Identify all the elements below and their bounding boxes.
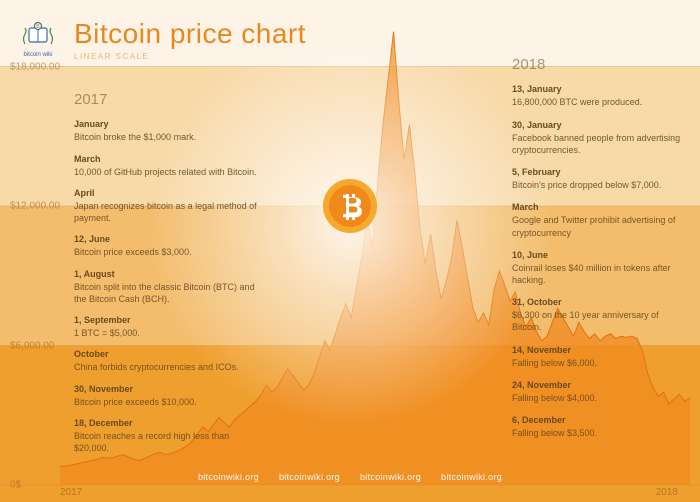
event-text: China forbids cryptocurrencies and ICOs. bbox=[74, 361, 264, 373]
event-text: Bitcoin reaches a record high less than … bbox=[74, 430, 264, 454]
timeline-event: April Japan recognizes bitcoin as a lega… bbox=[74, 187, 264, 224]
event-text: Coinrail loses $40 million in tokens aft… bbox=[512, 262, 682, 286]
event-text: Bitcoin price exceeds $10,000. bbox=[74, 396, 264, 408]
event-text: 16,800,000 BTC were produced. bbox=[512, 96, 682, 108]
timeline-event: 10, June Coinrail loses $40 million in t… bbox=[512, 249, 682, 286]
timeline-event: 24, November Falling below $4,000. bbox=[512, 379, 682, 404]
event-text: 1 BTC = $5,000. bbox=[74, 327, 264, 339]
event-date: 14, November bbox=[512, 344, 682, 356]
footer-link[interactable]: bitcoinwiki.org bbox=[360, 472, 421, 482]
event-date: April bbox=[74, 187, 264, 199]
footer-link[interactable]: bitcoinwiki.org bbox=[198, 472, 259, 482]
event-text: 10,000 of GitHub projects related with B… bbox=[74, 166, 264, 178]
x-axis-labels: 2017 2018 bbox=[0, 487, 700, 498]
event-date: 5, February bbox=[512, 166, 682, 178]
xlabel-end: 2018 bbox=[656, 487, 678, 498]
event-date: March bbox=[512, 201, 682, 213]
logo-caption: bitcoin wiki bbox=[18, 52, 58, 58]
timeline-event: March Google and Twitter prohibit advert… bbox=[512, 201, 682, 238]
year-heading: 2018 bbox=[512, 55, 682, 75]
event-date: 10, June bbox=[512, 249, 682, 261]
event-date: 30, January bbox=[512, 119, 682, 131]
timeline-2017: 2017 January Bitcoin broke the $1,000 ma… bbox=[74, 90, 264, 463]
event-date: January bbox=[74, 118, 264, 130]
event-date: March bbox=[74, 153, 264, 165]
bitcoin-icon bbox=[322, 178, 378, 234]
event-text: Falling below $4,000. bbox=[512, 392, 682, 404]
event-date: 1, September bbox=[74, 314, 264, 326]
event-date: 12, June bbox=[74, 233, 264, 245]
footer-links: bitcoinwiki.org bitcoinwiki.org bitcoinwik… bbox=[0, 472, 700, 482]
timeline-2018: 2018 13, January 16,800,000 BTC were pro… bbox=[512, 55, 682, 449]
xlabel-start: 2017 bbox=[60, 487, 82, 498]
event-date: October bbox=[74, 348, 264, 360]
timeline-event: 1, September 1 BTC = $5,000. bbox=[74, 314, 264, 339]
event-date: 30, November bbox=[74, 383, 264, 395]
event-date: 6, December bbox=[512, 414, 682, 426]
event-text: Japan recognizes bitcoin as a legal meth… bbox=[74, 200, 264, 224]
timeline-event: 13, January 16,800,000 BTC were produced… bbox=[512, 83, 682, 108]
timeline-event: March 10,000 of GitHub projects related … bbox=[74, 153, 264, 178]
footer-link[interactable]: bitcoinwiki.org bbox=[279, 472, 340, 482]
timeline-event: October China forbids cryptocurrencies a… bbox=[74, 348, 264, 373]
footer-link[interactable]: bitcoinwiki.org bbox=[441, 472, 502, 482]
svg-text:B: B bbox=[36, 24, 40, 30]
event-date: 24, November bbox=[512, 379, 682, 391]
year-heading: 2017 bbox=[74, 90, 264, 110]
event-text: Bitcoin price exceeds $3,000. bbox=[74, 246, 264, 258]
timeline-event: 31, October $6,300 on the 10 year annive… bbox=[512, 296, 682, 333]
site-logo: B bitcoin wiki bbox=[18, 22, 58, 58]
timeline-event: January Bitcoin broke the $1,000 mark. bbox=[74, 118, 264, 143]
timeline-event: 30, January Facebook banned people from … bbox=[512, 119, 682, 156]
page-title: Bitcoin price chart bbox=[74, 18, 306, 50]
event-text: Bitcoin split into the classic Bitcoin (… bbox=[74, 281, 264, 305]
event-text: Falling below $6,000. bbox=[512, 357, 682, 369]
event-date: 1, August bbox=[74, 268, 264, 280]
book-icon: B bbox=[21, 22, 55, 50]
event-date: 18, December bbox=[74, 417, 264, 429]
event-text: Google and Twitter prohibit advertising … bbox=[512, 214, 682, 238]
timeline-event: 30, November Bitcoin price exceeds $10,0… bbox=[74, 383, 264, 408]
timeline-event: 18, December Bitcoin reaches a record hi… bbox=[74, 417, 264, 454]
event-text: Facebook banned people from advertising … bbox=[512, 132, 682, 156]
title-block: Bitcoin price chart LINEAR SCALE bbox=[74, 18, 306, 61]
page-subtitle: LINEAR SCALE bbox=[74, 52, 306, 61]
timeline-event: 12, June Bitcoin price exceeds $3,000. bbox=[74, 233, 264, 258]
page-root: 0$$6,000.00$12,000.00$18,000.00 2017 201… bbox=[0, 0, 700, 502]
timeline-event: 5, February Bitcoin's price dropped belo… bbox=[512, 166, 682, 191]
event-text: Bitcoin's price dropped below $7,000. bbox=[512, 179, 682, 191]
event-text: Bitcoin broke the $1,000 mark. bbox=[74, 131, 264, 143]
event-date: 13, January bbox=[512, 83, 682, 95]
timeline-event: 14, November Falling below $6,000. bbox=[512, 344, 682, 369]
timeline-event: 6, December Falling below $3,500. bbox=[512, 414, 682, 439]
event-text: Falling below $3,500. bbox=[512, 427, 682, 439]
event-text: $6,300 on the 10 year anniversary of Bit… bbox=[512, 309, 682, 333]
timeline-event: 1, August Bitcoin split into the classic… bbox=[74, 268, 264, 305]
event-date: 31, October bbox=[512, 296, 682, 308]
